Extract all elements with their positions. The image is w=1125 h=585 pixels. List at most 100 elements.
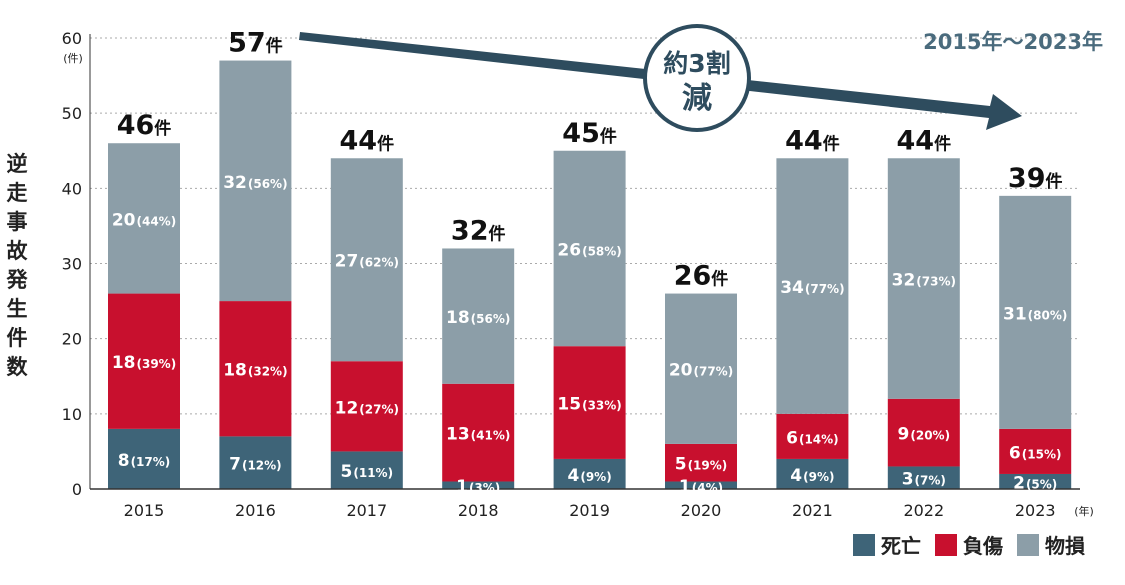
legend-label-injury: 負傷 bbox=[963, 534, 1003, 558]
bar-segment bbox=[219, 60, 292, 302]
segment-label: 18(39%) bbox=[112, 353, 176, 373]
total-label: 57件 bbox=[228, 28, 283, 59]
arrow-shape bbox=[299, 32, 1022, 130]
segment-label: 27(62%) bbox=[335, 252, 399, 272]
bar-segment bbox=[999, 195, 1072, 429]
total-label: 45件 bbox=[562, 118, 617, 149]
x-tick-label: 2015 bbox=[124, 501, 165, 520]
bar-segment bbox=[553, 458, 626, 489]
bar-segment bbox=[999, 473, 1072, 489]
segment-label: 4(9%) bbox=[568, 466, 612, 486]
bar-segment bbox=[442, 383, 515, 482]
total-label: 32件 bbox=[451, 215, 506, 246]
y-axis-label: 逆走事故発生件数 bbox=[6, 152, 28, 379]
y-tick-label: 50 bbox=[62, 104, 82, 123]
bar-segment bbox=[330, 451, 403, 489]
annotation-circle bbox=[643, 24, 751, 132]
segment-label: 5(19%) bbox=[675, 455, 728, 475]
bar-segment bbox=[553, 150, 626, 347]
x-tick-label: 2020 bbox=[681, 501, 722, 520]
segment-label: 26(58%) bbox=[557, 240, 621, 260]
legend-label-property: 物損 bbox=[1045, 534, 1085, 558]
legend: 死亡 負傷 物損 bbox=[853, 530, 1085, 559]
x-unit-label: (年) bbox=[1074, 504, 1094, 518]
legend-swatch-injury bbox=[935, 533, 957, 556]
x-tick-label: 2017 bbox=[346, 501, 387, 520]
segment-label: 6(15%) bbox=[1009, 443, 1062, 463]
legend-swatch-property bbox=[1017, 533, 1039, 556]
legend-swatch-death bbox=[853, 533, 875, 556]
bar-segment bbox=[219, 301, 292, 437]
legend-label-death: 死亡 bbox=[881, 534, 921, 558]
segment-label: 2(5%) bbox=[1013, 473, 1057, 493]
bar-segment bbox=[108, 293, 180, 429]
y-unit-label: (件) bbox=[63, 52, 83, 65]
legend-item-death: 死亡 bbox=[853, 530, 921, 559]
bar-segment bbox=[330, 158, 403, 362]
segment-label: 32(56%) bbox=[223, 173, 287, 193]
total-label: 26件 bbox=[674, 261, 729, 292]
segment-label: 15(33%) bbox=[557, 395, 621, 415]
bar-segment bbox=[442, 248, 515, 384]
bar-segment bbox=[219, 436, 292, 489]
bar-segment bbox=[999, 428, 1072, 474]
bar-segment bbox=[887, 398, 960, 467]
bar-segment bbox=[776, 458, 849, 489]
y-tick-label: 0 bbox=[72, 480, 82, 499]
x-tick-label: 2023 bbox=[1015, 501, 1056, 520]
y-tick-label: 40 bbox=[62, 179, 82, 198]
annotation-text-2: 減 bbox=[682, 81, 712, 116]
x-tick-label: 2016 bbox=[235, 501, 276, 520]
y-tick-label: 20 bbox=[62, 330, 82, 349]
total-label: 44件 bbox=[785, 125, 840, 156]
y-tick-label: 10 bbox=[62, 405, 82, 424]
segment-label: 20(44%) bbox=[112, 210, 176, 230]
segment-label: 31(80%) bbox=[1003, 304, 1067, 324]
segment-label: 20(77%) bbox=[669, 361, 733, 381]
bar-segment bbox=[665, 443, 737, 482]
legend-item-injury: 負傷 bbox=[935, 530, 1003, 559]
bar-segment bbox=[665, 481, 737, 489]
segment-label: 34(77%) bbox=[780, 278, 844, 298]
bar-segment bbox=[108, 428, 180, 489]
segment-label: 8(17%) bbox=[118, 451, 171, 471]
segment-label: 7(12%) bbox=[229, 455, 282, 475]
labels: 0 10 20 30 40 50 60 (件) 8(17%) 18(39%) 20(44%) 46件 2… bbox=[62, 28, 1094, 520]
bar-segment bbox=[108, 143, 180, 294]
segment-label: 4(9%) bbox=[790, 466, 834, 486]
x-tick-label: 2021 bbox=[792, 501, 833, 520]
bar-segment bbox=[776, 158, 849, 414]
total-label: 44件 bbox=[340, 125, 395, 156]
bar-segment bbox=[887, 466, 960, 489]
bar-segment bbox=[442, 481, 515, 489]
x-tick-label: 2022 bbox=[903, 501, 944, 520]
bar-segment bbox=[553, 346, 626, 459]
segment-label: 12(27%) bbox=[335, 398, 399, 418]
bar-segment bbox=[665, 293, 737, 444]
bar-segment bbox=[776, 413, 849, 459]
x-tick-label: 2018 bbox=[458, 501, 499, 520]
bar-segment bbox=[330, 361, 403, 452]
segment-label: 5(11%) bbox=[341, 462, 394, 482]
segment-label: 3(7%) bbox=[902, 470, 946, 490]
segment-label: 18(56%) bbox=[446, 308, 510, 328]
axes bbox=[89, 34, 1080, 490]
annotation-text-1: 約3割 bbox=[663, 49, 730, 78]
segment-label: 6(14%) bbox=[786, 428, 839, 448]
segment-label: 1(3%) bbox=[456, 477, 500, 497]
segment-label: 9(20%) bbox=[898, 425, 951, 445]
x-tick-label: 2019 bbox=[569, 501, 610, 520]
y-tick-label: 60 bbox=[62, 29, 82, 48]
total-label: 39件 bbox=[1008, 163, 1063, 194]
total-label: 46件 bbox=[117, 110, 172, 141]
total-label: 44件 bbox=[897, 125, 952, 156]
y-tick-label: 30 bbox=[62, 255, 82, 274]
bars bbox=[108, 60, 1072, 489]
bar-segment bbox=[887, 158, 960, 399]
legend-item-property: 物損 bbox=[1017, 530, 1085, 559]
segment-label: 13(41%) bbox=[446, 425, 510, 445]
segment-label: 18(32%) bbox=[223, 361, 287, 381]
segment-label: 32(73%) bbox=[892, 271, 956, 291]
